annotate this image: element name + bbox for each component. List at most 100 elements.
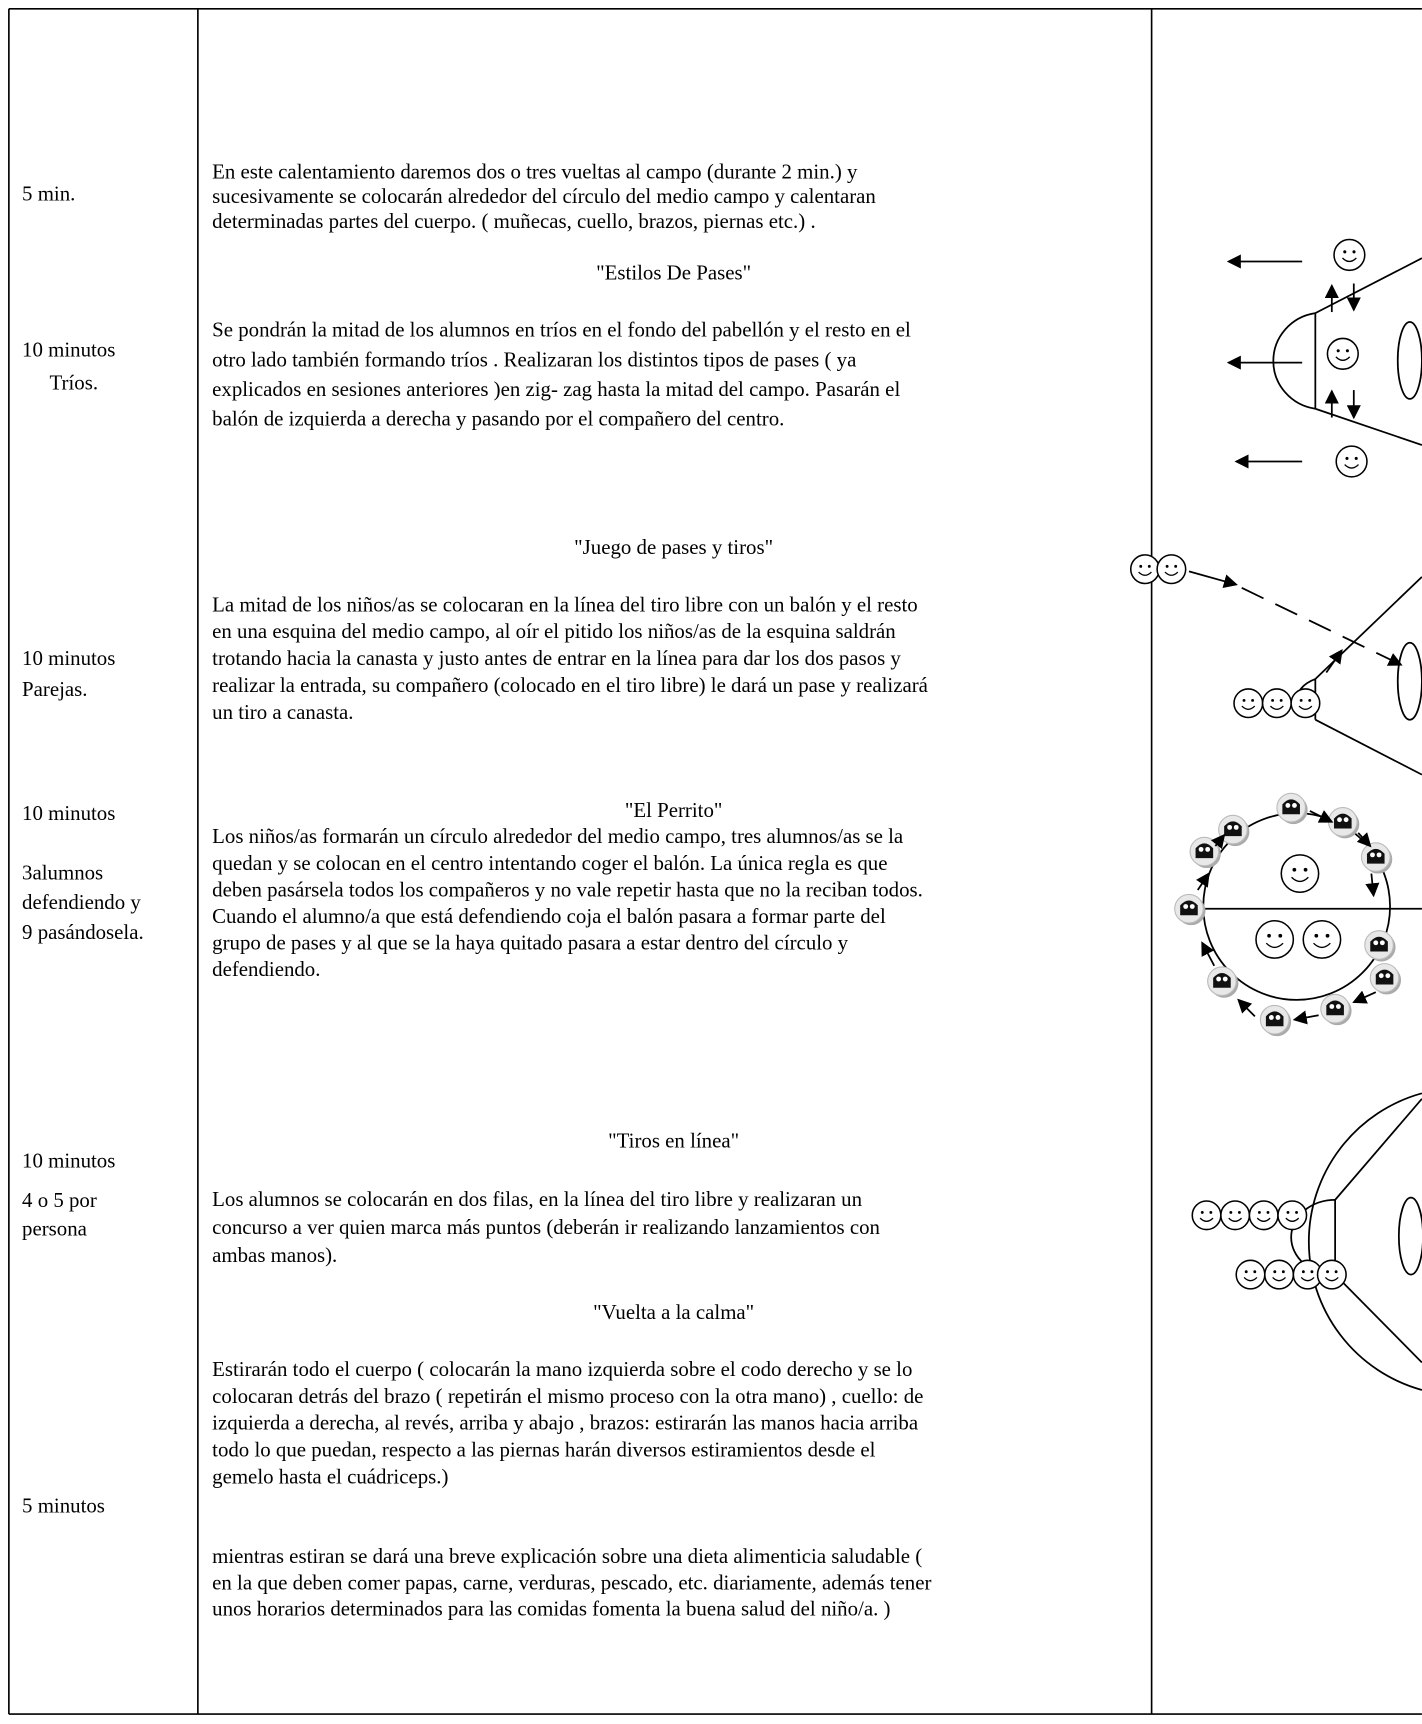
- eye: [1335, 1004, 1341, 1009]
- player-icon: [1327, 807, 1360, 839]
- eye: [1278, 933, 1283, 938]
- time-label: 4 o 5 por: [22, 1188, 97, 1212]
- pass-arrow: [1309, 810, 1334, 823]
- eye: [1227, 824, 1233, 830]
- activity-title: "El Perrito": [625, 798, 723, 822]
- eye: [1251, 698, 1255, 702]
- pass-arrow: [1237, 998, 1256, 1018]
- eye: [1343, 817, 1349, 823]
- face: [1235, 1259, 1266, 1290]
- eye: [1352, 250, 1356, 254]
- eye: [1244, 1270, 1248, 1274]
- eye: [1385, 973, 1391, 979]
- mouth: [1272, 1276, 1286, 1282]
- mask: [1195, 843, 1214, 859]
- smiley-icon: [1129, 554, 1161, 585]
- player-icon: [1369, 963, 1402, 995]
- activity-text: defendiendo.: [212, 957, 320, 981]
- pass-arrow: [1352, 990, 1377, 1004]
- mask: [1375, 969, 1394, 985]
- eye: [1286, 1210, 1290, 1214]
- smiley-icon: [1277, 1200, 1308, 1231]
- eye: [1266, 1210, 1270, 1214]
- smiley-icon: [1220, 1200, 1251, 1231]
- mouth: [1243, 1276, 1258, 1282]
- eye: [1310, 1270, 1314, 1274]
- eye: [1329, 1004, 1335, 1009]
- eye: [1198, 846, 1204, 852]
- face: [1129, 554, 1161, 585]
- smiley-icon: [1335, 445, 1368, 478]
- eye: [1376, 852, 1382, 858]
- time-label: 3alumnos: [22, 860, 103, 884]
- eye: [1165, 564, 1169, 568]
- activity-title: "Estilos De Pases": [596, 260, 751, 284]
- smiley-icon: [1316, 1259, 1347, 1290]
- player-icon: [1360, 842, 1393, 874]
- smiley-icon: [1233, 688, 1264, 719]
- mouth: [1300, 1276, 1315, 1282]
- smiley-icon: [1280, 854, 1320, 893]
- mask: [1326, 1000, 1344, 1016]
- eye: [1299, 698, 1303, 702]
- face: [1191, 1200, 1222, 1231]
- face: [1335, 445, 1368, 478]
- mouth: [1298, 705, 1313, 710]
- mouth: [1324, 1276, 1339, 1282]
- eye: [1326, 1270, 1329, 1274]
- eye: [1308, 698, 1312, 702]
- eye: [1292, 802, 1297, 808]
- player-icon: [1218, 814, 1250, 847]
- activity-text: quedan y se colocan en el centro intenta…: [212, 851, 887, 875]
- smiley-icon: [1292, 1259, 1323, 1290]
- mask: [1224, 821, 1242, 837]
- face: [1280, 854, 1320, 893]
- eye: [1292, 867, 1297, 872]
- eye: [1174, 564, 1178, 568]
- activity-text: trotando hacia la canasta y justo antes …: [212, 646, 901, 670]
- eye: [1183, 904, 1189, 909]
- activity-text: izquierda a derecha, al revés, arriba y …: [212, 1411, 918, 1435]
- diagram-parejas: [1188, 570, 1422, 776]
- mouth: [1344, 464, 1359, 469]
- eye: [1285, 802, 1291, 808]
- smiley-icon: [1290, 688, 1321, 719]
- eye: [1378, 973, 1384, 979]
- mouth: [1228, 1217, 1243, 1222]
- mouth: [1291, 876, 1309, 883]
- activity-text: Se pondrán la mitad de los alumnos en tr…: [212, 318, 911, 342]
- face: [1277, 1200, 1308, 1231]
- activity-text: sucesivamente se colocarán alrededor del…: [212, 184, 876, 208]
- diagram-tiros: [1290, 1092, 1422, 1391]
- mask: [1366, 848, 1385, 864]
- eye: [1279, 698, 1283, 702]
- activity-text: un tiro a canasta.: [212, 700, 353, 724]
- activity-text: Estirarán todo el cuerpo ( colocarán la …: [212, 1357, 912, 1381]
- mouth: [1342, 257, 1357, 263]
- face: [1316, 1259, 1347, 1290]
- eye: [1301, 1270, 1305, 1274]
- pass-arrow: [1356, 832, 1372, 848]
- mouth: [1199, 1217, 1214, 1222]
- pass-arrow: [1196, 872, 1210, 891]
- eye: [1345, 349, 1349, 353]
- smiley-icon: [1326, 337, 1359, 370]
- mask: [1282, 799, 1300, 815]
- face: [1333, 238, 1366, 272]
- activity-text: balón de izquierda a derecha y pasando p…: [212, 407, 784, 431]
- mouth: [1285, 1217, 1300, 1222]
- activity-text: deben pasársela todos los compañeros y n…: [212, 877, 923, 901]
- eye: [1303, 867, 1308, 872]
- time-label: defendiendo y: [22, 890, 141, 914]
- activity-text: gemelo hasta el cuádriceps.): [212, 1464, 448, 1488]
- smiley-icon: [1235, 1259, 1266, 1290]
- pass-arrow: [1210, 833, 1226, 850]
- eye: [1337, 817, 1342, 823]
- face: [1261, 688, 1292, 719]
- face: [1255, 920, 1295, 959]
- eye: [1139, 564, 1143, 568]
- eye: [1242, 698, 1246, 702]
- activity-text: grupo de pases y al que se la haya quita…: [212, 931, 849, 955]
- activity-text: unos horarios determinados para las comi…: [212, 1597, 890, 1621]
- eye: [1209, 1210, 1213, 1214]
